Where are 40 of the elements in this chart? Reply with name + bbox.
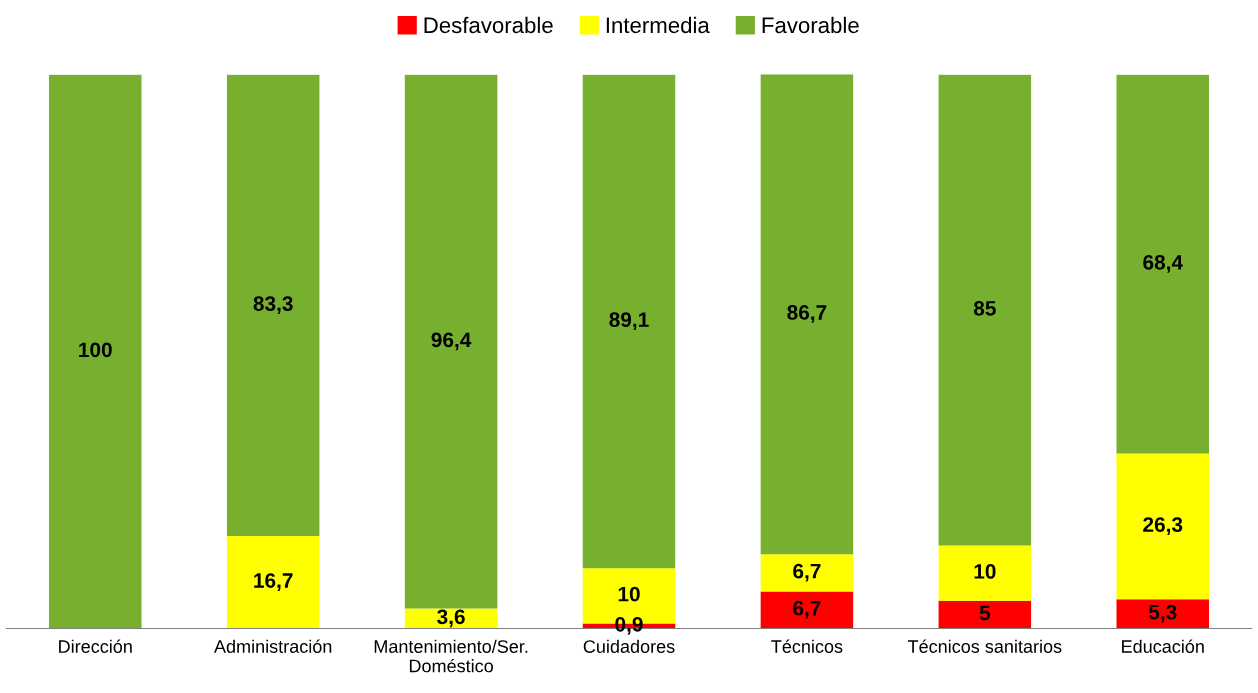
bar [938,600,1032,629]
data-label: 83,3 [253,296,293,314]
legend-label: Intermedia [606,16,710,34]
x-tick-label: Educación [1122,639,1204,653]
data-label: 96,4 [431,332,472,351]
data-label: 6,7 [793,563,821,582]
legend-label: Desfavorable [424,16,553,34]
legend-label: Favorable [762,16,859,34]
bar [1116,74,1210,454]
bar [226,536,320,629]
data-label: 6,7 [793,600,821,619]
bar [760,591,854,629]
data-label: 10 [974,564,996,579]
data-label: 26,3 [1143,517,1183,535]
bar [1116,453,1210,600]
bar [760,74,854,555]
x-tick-label: Técnicos [771,639,843,653]
bar [1116,599,1210,629]
data-label: 10 [618,586,640,602]
x-tick-label: Técnicos sanitarios [907,639,1062,653]
data-label: 100 [79,342,112,358]
data-label: 68,4 [1143,254,1183,273]
data-label: 86,7 [787,305,827,323]
bar [226,74,320,537]
data-label: 5 [979,605,991,621]
x-tick-label: Dirección [59,639,132,653]
bar [404,74,498,609]
x-tick-label: Cuidadores [583,639,675,653]
data-label: 16,7 [254,573,293,591]
data-label: 3,6 [437,609,465,628]
bar [760,554,854,592]
bar [938,74,1032,546]
data-label: 5,3 [1148,604,1177,623]
bar [582,74,676,569]
x-tick-label: Mantenimiento/Ser. Doméstico [374,639,528,673]
data-label: 85 [973,300,996,316]
data-label: 89,1 [609,312,649,331]
bar [938,545,1032,601]
x-tick-label: Administración [214,639,332,653]
bar [48,74,142,629]
